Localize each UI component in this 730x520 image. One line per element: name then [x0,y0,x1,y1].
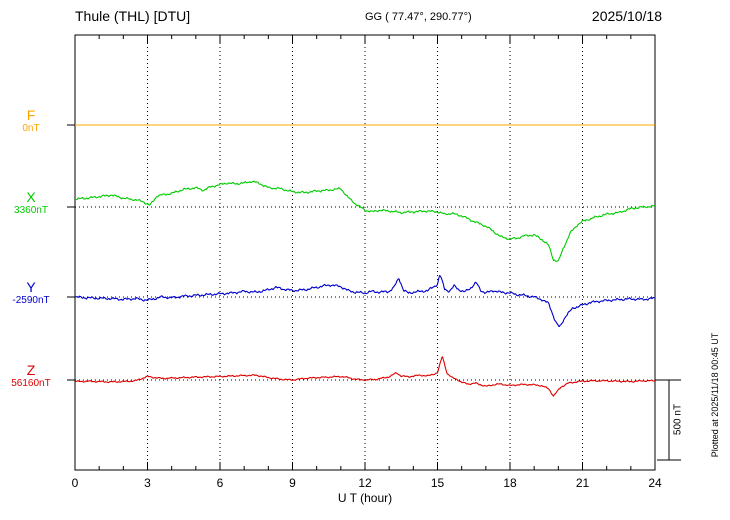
trace-Z [74,356,655,397]
x-tick-label-12: 12 [358,476,372,490]
x-tick-label-15: 15 [430,476,445,490]
x-tick-label-21: 21 [575,476,590,490]
x-axis-label: U T (hour) [337,491,393,505]
trace-baseline-value-Y: -2590nT [12,295,50,306]
x-tick-label-0: 0 [71,476,79,490]
observation-date: 2025/10/18 [591,8,662,24]
trace-letter-Y: Y [26,279,36,295]
trace-letter-Z: Z [26,362,36,378]
x-tick-label-18: 18 [503,476,517,490]
station-title: Thule (THL) [DTU] [75,8,191,24]
x-tick-label-6: 6 [216,476,224,490]
x-tick-label-3: 3 [144,476,151,490]
trace-letter-X: X [26,189,36,205]
x-tick-label-24: 24 [648,476,662,490]
trace-baseline-value-X: 3360nT [14,205,48,216]
plot-border [74,34,656,471]
plotted-timestamp: Plotted at 2025/11/18 00:45 UT [710,332,720,458]
trace-Y [74,274,656,328]
trace-baseline-value-Z: 56160nT [11,378,51,389]
geographic-coordinates: GG ( 77.47°, 290.77°) [365,11,472,23]
trace-letter-F: F [26,107,36,123]
x-tick-label-9: 9 [289,476,296,490]
scale-bar-label: 500 nT [672,403,684,436]
trace-X [75,180,656,262]
trace-baseline-value-F: 0nT [22,123,40,134]
